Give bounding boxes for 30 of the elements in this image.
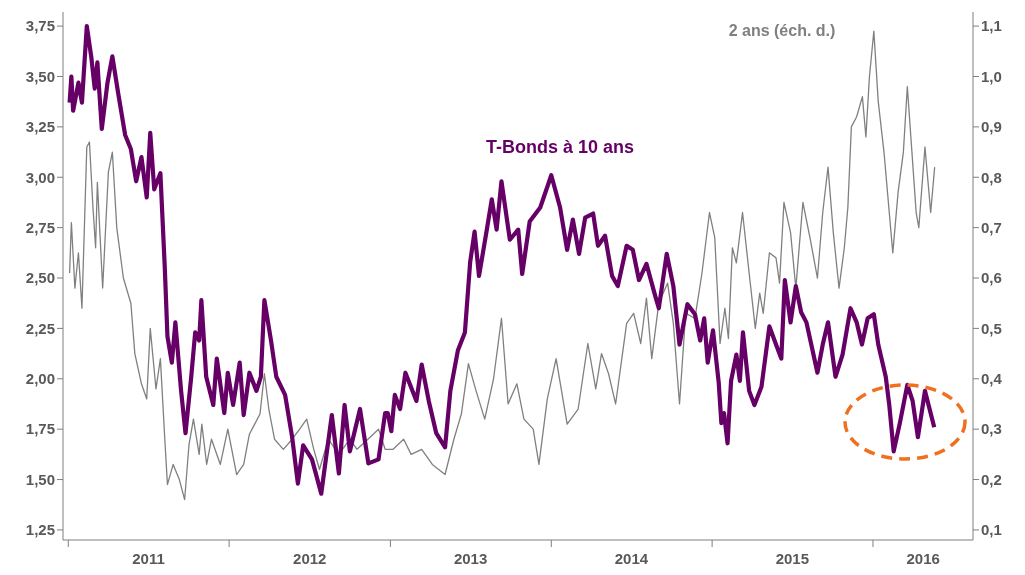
y2-tick-label: 0,2 [981,470,1002,488]
y-tick-label: 2,25 [25,319,55,337]
y2-tick-label: 0,9 [981,118,1002,136]
y2-tick-label: 0,8 [981,168,1002,186]
y2-tick-label: 0,3 [981,420,1002,438]
y-tick-label: 3,75 [25,17,55,35]
y2-tick-label: 0,7 [981,218,1002,236]
y2-tick-label: 1,1 [981,17,1002,35]
x-tick-label: 2014 [614,550,649,567]
y-tick-label: 2,75 [25,218,55,236]
y2-tick-label: 0,5 [981,319,1002,337]
x-tick-label: 2011 [132,550,165,567]
y-tick-label: 1,25 [25,521,55,539]
y2-tick-label: 1,0 [981,67,1002,85]
series-label: T-Bonds à 10 ans [485,137,635,157]
y2-tick-label: 0,1 [981,521,1002,539]
x-tick-label: 2015 [775,550,810,567]
y2-tick-label: 0,6 [981,269,1002,287]
y-tick-label: 1,75 [25,420,55,438]
x-tick-label: 2012 [293,550,327,567]
y-tick-label: 3,25 [25,118,55,136]
text: 2 ans (éch. d.) [728,22,836,39]
y-tick-label: 3,50 [25,67,55,85]
x-tick-label: 2016 [906,550,940,567]
y-tick-label: 3,00 [25,168,55,186]
y-tick-label: 2,50 [25,269,55,287]
y2-tick-label: 0,4 [981,370,1003,388]
x-tick-label: 2013 [453,550,488,567]
y-tick-label: 2,00 [25,370,55,388]
y-tick-label: 1,50 [25,470,55,488]
